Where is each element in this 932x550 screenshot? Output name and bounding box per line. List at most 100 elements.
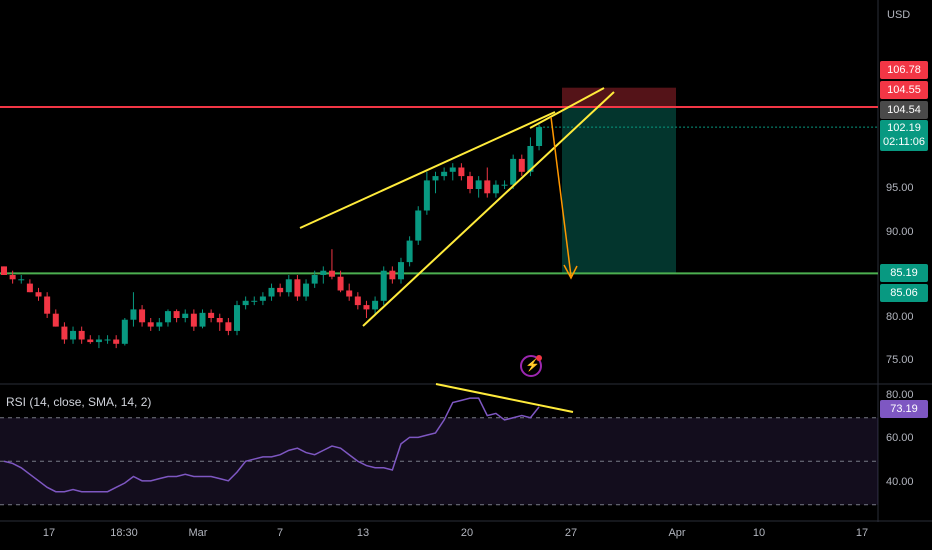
time-axis-label: 20	[460, 527, 474, 539]
candle-body	[406, 240, 413, 263]
projection-arrow-line	[550, 116, 572, 277]
candle-body	[328, 270, 335, 277]
candle-body	[130, 309, 137, 320]
candle-body	[449, 167, 456, 172]
price-axis-label: 90.00	[886, 226, 914, 238]
support-price-tag: 85.19	[880, 264, 928, 282]
candle-body	[380, 270, 387, 301]
candle-body	[52, 313, 59, 327]
candle-body	[311, 275, 318, 284]
candle-body	[18, 279, 25, 281]
candle-body	[527, 146, 534, 172]
candle-body	[139, 309, 146, 323]
candle-body	[372, 300, 379, 310]
candle-body	[346, 290, 353, 297]
candle-body	[216, 318, 223, 323]
price-axis-label: 95.00	[886, 182, 914, 194]
candle-body	[441, 171, 448, 177]
candle-body	[173, 311, 180, 318]
candle-body	[190, 313, 197, 327]
last-price-value: 102.19	[887, 122, 921, 134]
candle-body	[147, 322, 154, 327]
time-axis-label: 7	[276, 527, 284, 539]
rsi-axis-label: 60.00	[886, 432, 914, 444]
rsi-value-tag: 73.19	[880, 400, 928, 418]
candle-body	[113, 339, 120, 344]
candle-body	[458, 167, 465, 177]
stop-price-tag: 106.78	[880, 61, 928, 79]
rsi-legend[interactable]: RSI (14, close, SMA, 14, 2)	[6, 395, 152, 409]
wedge-lower-line	[362, 91, 615, 327]
candle-body	[104, 339, 111, 341]
candle-body	[208, 312, 215, 318]
candle-body	[259, 296, 266, 301]
candle-body	[95, 339, 102, 343]
lightning-alert-icon[interactable]	[520, 355, 542, 377]
candle-body	[492, 184, 499, 194]
candle-body	[61, 326, 68, 340]
candle-body	[234, 305, 241, 331]
candle-body	[225, 322, 232, 331]
candle-body	[242, 300, 249, 306]
candle-body	[121, 319, 128, 344]
candle-body	[9, 275, 16, 280]
candle-body	[164, 311, 171, 323]
candle-body	[285, 279, 292, 293]
candle-body	[35, 292, 42, 297]
candle-body	[467, 176, 474, 189]
resistance-price-tag: 104.54	[880, 101, 928, 119]
candle-body	[70, 330, 77, 340]
candle-body	[268, 287, 275, 297]
candle-body	[294, 279, 301, 297]
candle-body	[337, 276, 344, 291]
stop-loss-zone	[562, 87, 676, 107]
price-axis-label: 80.00	[886, 311, 914, 323]
candle-body	[78, 330, 85, 340]
candle-body	[475, 180, 482, 189]
bar-countdown: 02:11:06	[882, 136, 925, 148]
candle-body	[251, 300, 258, 302]
wedge-apex-line	[529, 87, 605, 129]
candle-body	[501, 184, 508, 186]
candle-body	[423, 180, 430, 211]
price-axis-label: 75.00	[886, 354, 914, 366]
time-axis-label: 17	[42, 527, 56, 539]
time-axis-label: 13	[356, 527, 370, 539]
candle-body	[536, 127, 543, 146]
time-axis-label: Apr	[668, 527, 686, 539]
time-axis-label: 18:30	[110, 527, 138, 539]
wedge-upper-line	[299, 111, 556, 229]
candle-body	[518, 158, 525, 172]
candle-body	[277, 287, 284, 293]
rsi-divergence-line	[435, 383, 574, 413]
candle-body	[26, 283, 33, 293]
chart-background	[0, 0, 878, 550]
last-price-tag: 102.19 02:11:06	[880, 120, 928, 151]
take-profit-zone	[562, 106, 676, 274]
candle-body	[484, 180, 491, 194]
time-axis-label: 17	[855, 527, 869, 539]
rsi-axis-label: 40.00	[886, 476, 914, 488]
candle-body	[87, 339, 94, 343]
candle-body	[182, 313, 189, 318]
rsi-axis-label: 80.00	[886, 389, 914, 401]
currency-label: USD	[887, 9, 911, 21]
candle-body	[156, 322, 163, 327]
candle-body	[354, 296, 361, 306]
candle-body	[44, 296, 51, 314]
candle-body	[1, 266, 7, 275]
target-price-tag: 85.06	[880, 284, 928, 302]
projection-arrow-head	[563, 264, 578, 280]
candle-body	[397, 262, 404, 280]
time-axis-label: Mar	[188, 527, 208, 539]
entry-price-tag: 104.55	[880, 81, 928, 99]
rsi-line	[3, 397, 540, 493]
time-axis-label: 27	[564, 527, 578, 539]
time-axis-label: 10	[752, 527, 766, 539]
candle-body	[363, 305, 370, 310]
candle-body	[303, 283, 310, 297]
candle-body	[199, 312, 206, 327]
candle-body	[510, 158, 517, 185]
candle-body	[320, 270, 327, 275]
